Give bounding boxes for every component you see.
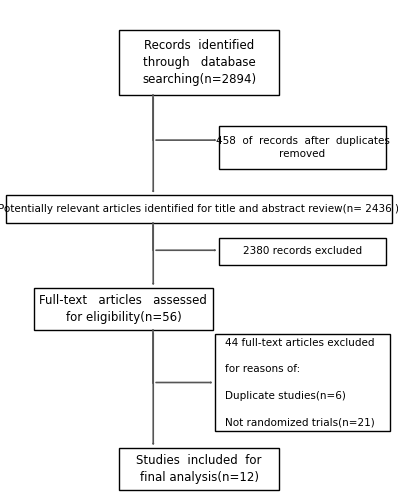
- Bar: [215, 334, 390, 431]
- Text: Records  identified
through   database
searching(n=2894): Records identified through database sear…: [142, 39, 256, 86]
- Text: Potentially relevant articles identified for title and abstract review(n= 2436 ): Potentially relevant articles identified…: [0, 204, 398, 214]
- Bar: [6, 195, 392, 223]
- Bar: [119, 448, 279, 490]
- Text: Full-text   articles   assessed
for eligibility(n=56): Full-text articles assessed for eligibil…: [39, 294, 207, 324]
- Bar: [219, 238, 386, 265]
- Text: 458  of  records  after  duplicates
removed: 458 of records after duplicates removed: [216, 136, 389, 159]
- Text: Studies  included  for
final analysis(n=12): Studies included for final analysis(n=12…: [136, 454, 262, 484]
- Text: 44 full-text articles excluded

for reasons of:

Duplicate studies(n=6)

Not ran: 44 full-text articles excluded for reaso…: [225, 338, 375, 427]
- Bar: [219, 126, 386, 169]
- Text: 2380 records excluded: 2380 records excluded: [243, 246, 362, 256]
- Bar: [119, 30, 279, 95]
- Bar: [34, 288, 213, 330]
